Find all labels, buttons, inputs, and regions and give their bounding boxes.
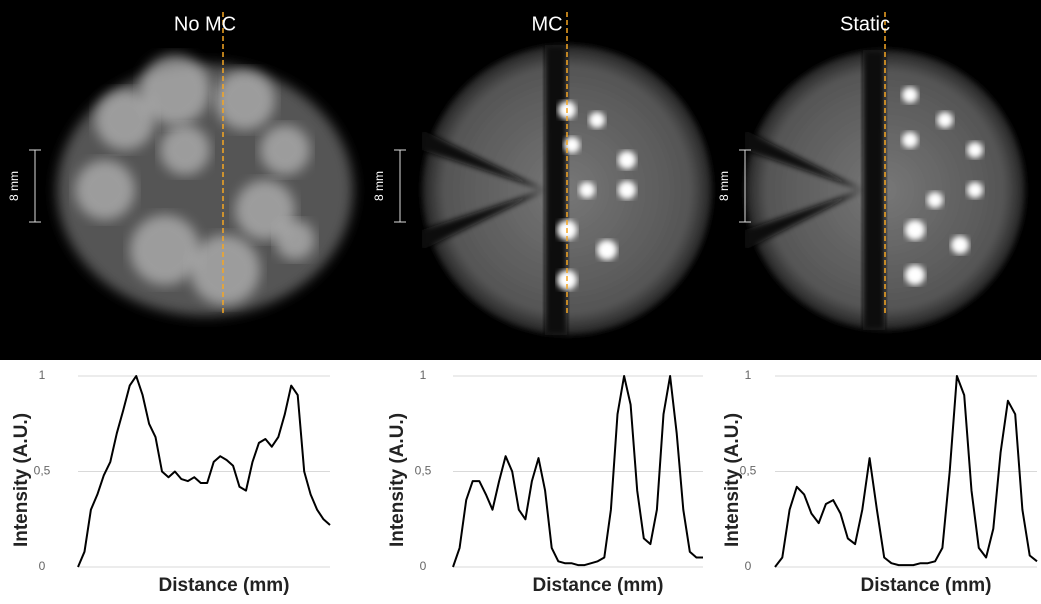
hotspot <box>130 215 200 285</box>
y-tick-label: 0 <box>745 559 752 573</box>
hotspot <box>967 182 983 198</box>
y-tick-label: 0 <box>39 559 46 573</box>
hotspot <box>967 142 983 158</box>
y-tick-label: 0,5 <box>740 464 757 478</box>
y-axis-title: Intensity (A.U.) <box>11 413 32 547</box>
y-tick-label: 0,5 <box>415 464 432 478</box>
scale-label: 8 mm <box>717 171 731 201</box>
y-tick-label: 1 <box>39 368 46 382</box>
y-tick-label: 1 <box>745 368 752 382</box>
hotspot <box>75 160 135 220</box>
scale-label: 8 mm <box>372 171 386 201</box>
image-title: No MC <box>174 13 236 35</box>
cold-band <box>545 45 567 335</box>
image-panel: No MC 8 mm <box>7 12 353 316</box>
hotspot <box>564 137 580 153</box>
x-axis-title: Distance (mm) <box>159 575 290 596</box>
y-tick-label: 1 <box>420 368 427 382</box>
image-panel: Static 8 mm <box>717 12 1025 330</box>
hotspot <box>260 125 310 175</box>
hotspot <box>905 220 925 240</box>
hotspot <box>275 220 315 260</box>
hotspot <box>95 90 155 150</box>
hotspot <box>589 112 605 128</box>
hotspot <box>927 192 943 208</box>
image-panel: MC 8 mm <box>372 12 712 335</box>
profile-curve <box>452 375 703 568</box>
hotspot <box>618 151 636 169</box>
scale-bar <box>739 149 751 223</box>
scale-bar <box>29 149 41 223</box>
x-axis-title: Distance (mm) <box>533 575 664 596</box>
hotspot <box>902 132 918 148</box>
hotspot <box>905 265 925 285</box>
hotspot <box>235 180 295 240</box>
hotspot <box>597 240 617 260</box>
hotspot <box>951 236 969 254</box>
x-axis-title: Distance (mm) <box>861 575 992 596</box>
image-title: Static <box>840 13 890 35</box>
hotspot <box>215 70 275 130</box>
hotspot <box>190 235 260 305</box>
scale-label: 8 mm <box>7 171 21 201</box>
cold-wedge <box>745 130 863 250</box>
profile-curve <box>77 375 331 568</box>
y-tick-label: 0 <box>420 559 427 573</box>
cold-band <box>863 50 885 330</box>
hotspot <box>140 55 210 125</box>
hotspot <box>579 182 595 198</box>
hotspot <box>618 181 636 199</box>
y-tick-label: 0,5 <box>34 464 51 478</box>
y-axis-title: Intensity (A.U.) <box>722 413 743 547</box>
hotspot <box>937 112 953 128</box>
y-axis-title: Intensity (A.U.) <box>387 413 408 547</box>
hotspot <box>902 87 918 103</box>
scale-bar <box>394 149 406 223</box>
profile-curve <box>774 375 1038 568</box>
image-title: MC <box>531 13 562 35</box>
cold-wedge <box>422 130 545 250</box>
hotspot <box>160 125 210 175</box>
